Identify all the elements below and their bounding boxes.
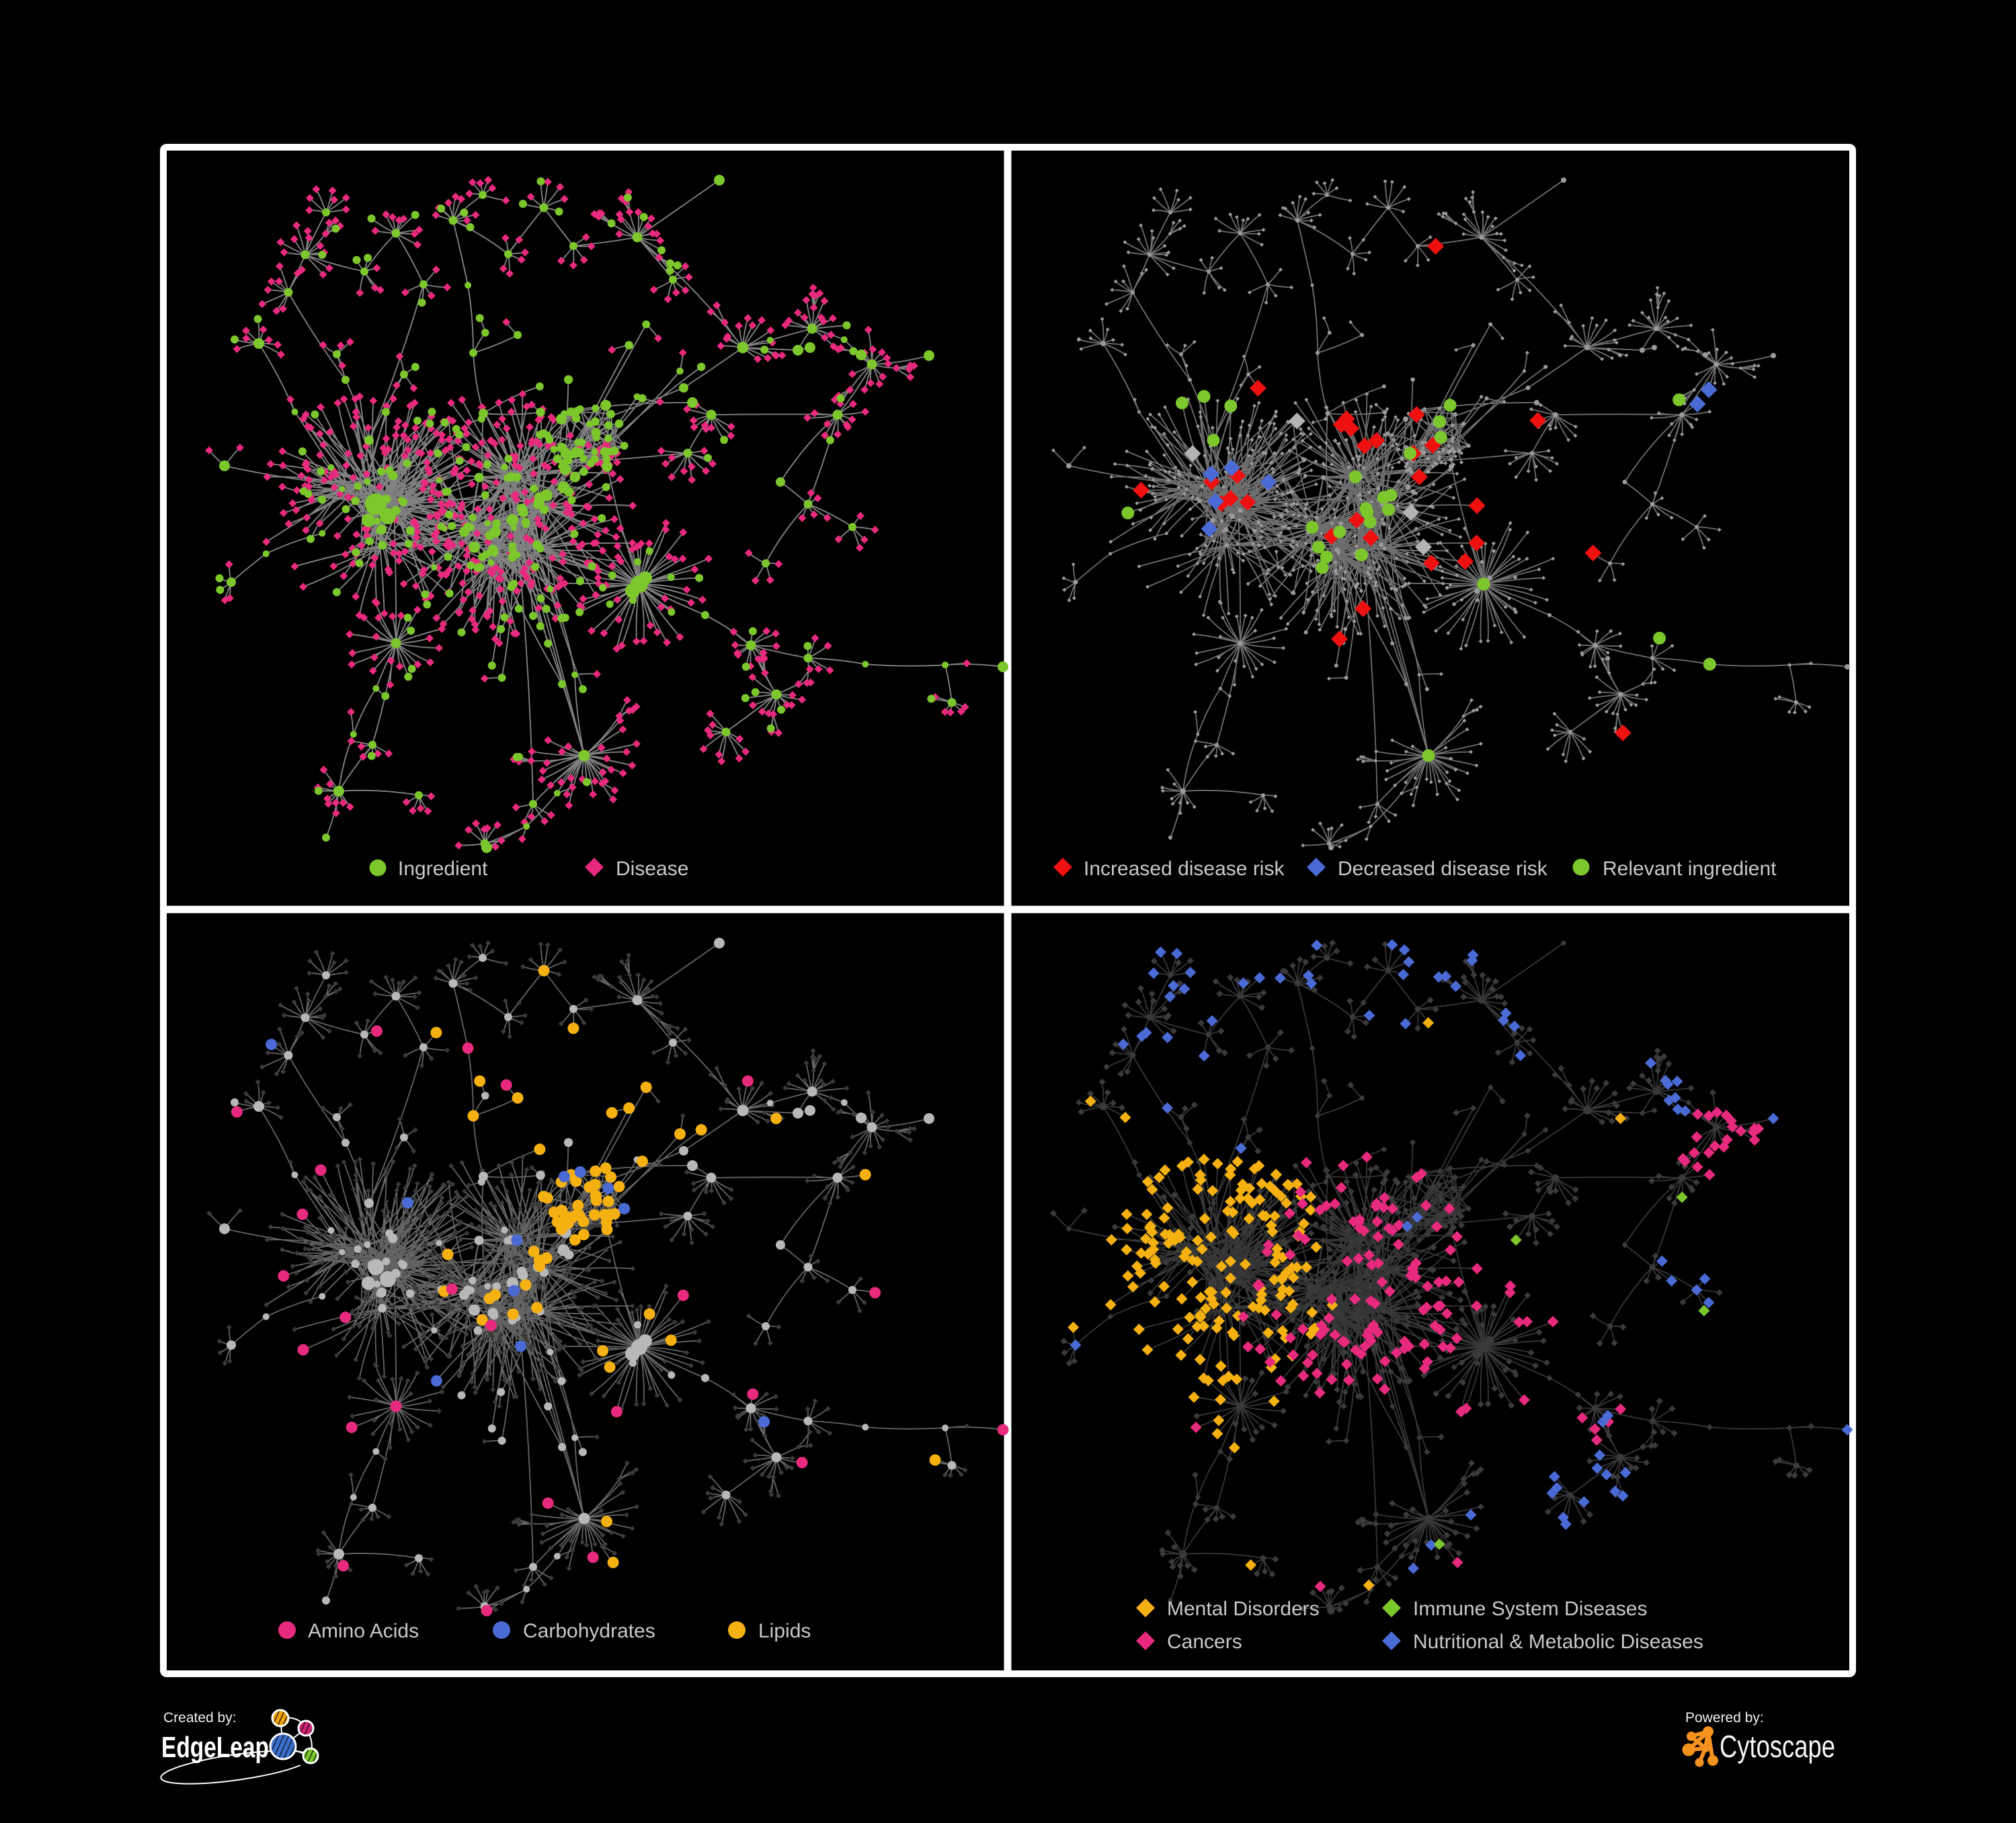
svg-text:Decreased disease risk: Decreased disease risk [1338, 858, 1548, 880]
svg-text:Relevant ingredient: Relevant ingredient [1603, 858, 1777, 880]
svg-text:Amino Acids: Amino Acids [308, 1620, 419, 1642]
svg-text:Nutritional & Metabolic Diseas: Nutritional & Metabolic Diseases [1413, 1631, 1703, 1653]
svg-text:Powered by:: Powered by: [1685, 1710, 1764, 1726]
svg-text:Carbohydrates: Carbohydrates [523, 1620, 655, 1642]
svg-text:Cytoscape: Cytoscape [1720, 1729, 1835, 1764]
svg-text:EdgeLeap: EdgeLeap [161, 1731, 269, 1764]
svg-text:Mental Disorders: Mental Disorders [1167, 1598, 1320, 1620]
svg-text:Lipids: Lipids [758, 1620, 811, 1642]
svg-text:Cancers: Cancers [1167, 1631, 1242, 1653]
svg-text:Disease: Disease [616, 858, 688, 880]
svg-text:Immune System Diseases: Immune System Diseases [1413, 1598, 1647, 1620]
svg-text:Increased disease risk: Increased disease risk [1084, 858, 1285, 880]
svg-text:Ingredient: Ingredient [398, 858, 488, 880]
svg-text:Created by:: Created by: [163, 1710, 237, 1726]
